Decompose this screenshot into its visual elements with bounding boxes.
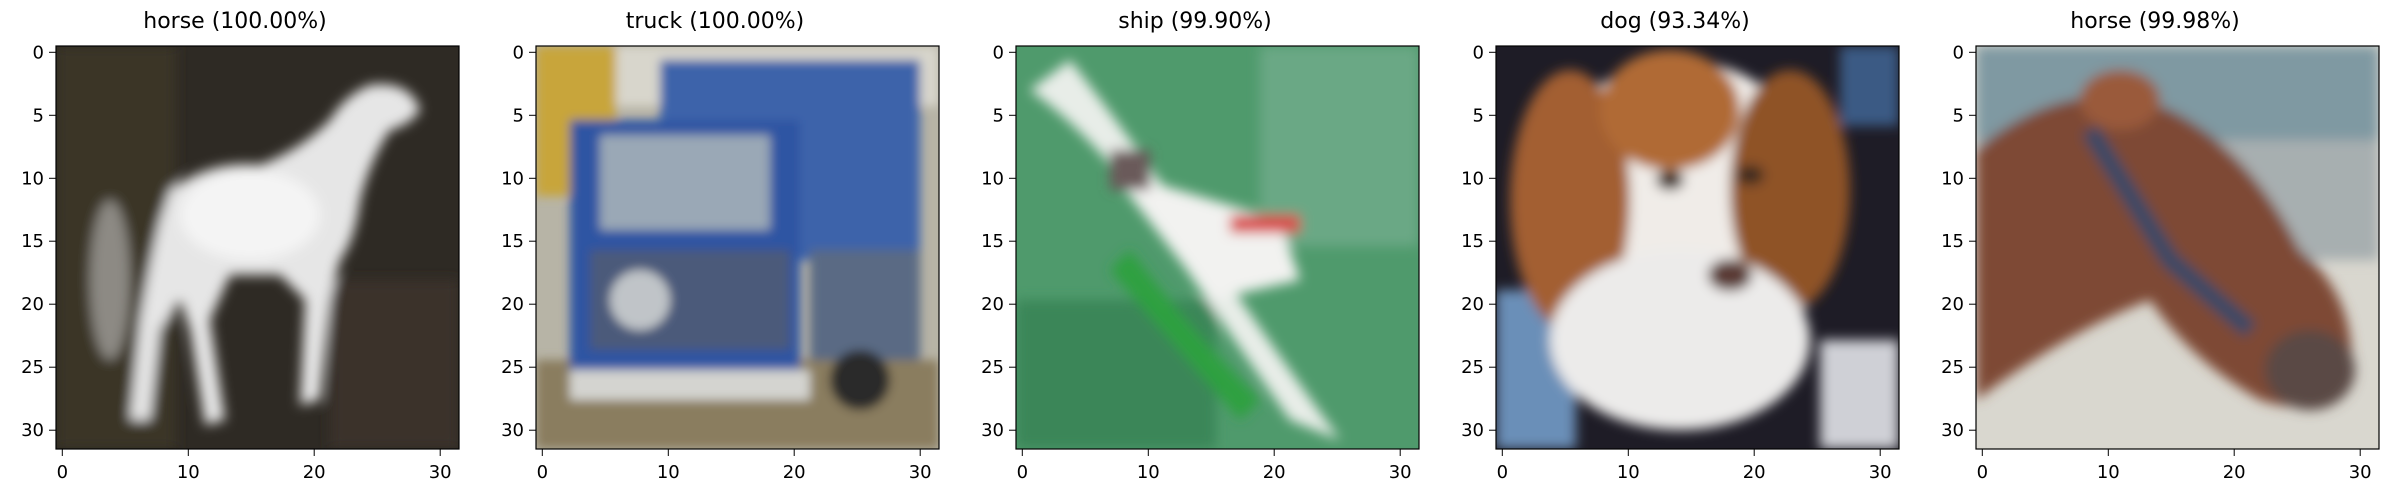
y-tick-label: 0 <box>513 42 524 63</box>
y-tick-label: 0 <box>33 42 44 63</box>
image-axes: 0 5 10 15 20 25 30 0 10 20 30 <box>1461 42 1900 483</box>
image-ship <box>1016 46 1419 449</box>
y-ticks: 0 5 10 15 20 25 30 <box>981 42 1016 441</box>
image-panel-5: horse (99.98%) 0 <box>1920 0 2390 496</box>
x-tick-label: 20 <box>303 462 326 483</box>
x-tick-label: 10 <box>177 462 200 483</box>
panel-title: horse (99.98%) <box>2070 9 2240 34</box>
x-tick-label: 10 <box>1617 462 1640 483</box>
x-tick-label: 10 <box>2097 462 2120 483</box>
y-tick-label: 25 <box>1941 357 1964 378</box>
y-ticks: 0 5 10 15 20 25 30 <box>1461 42 1496 441</box>
y-tick-label: 0 <box>993 42 1004 63</box>
image-panel-1: horse (100.00%) 0 5 <box>0 0 470 496</box>
x-tick-label: 0 <box>1977 462 1988 483</box>
y-tick-label: 5 <box>33 105 44 126</box>
y-tick-label: 25 <box>501 357 524 378</box>
x-tick-label: 30 <box>1869 462 1892 483</box>
y-tick-label: 25 <box>981 357 1004 378</box>
y-tick-label: 5 <box>1953 105 1964 126</box>
panel-title: ship (99.90%) <box>1118 9 1272 34</box>
y-tick-label: 30 <box>21 420 44 441</box>
y-tick-label: 30 <box>1941 420 1964 441</box>
y-ticks: 0 5 10 15 20 25 30 <box>21 42 56 441</box>
y-tick-label: 15 <box>1941 231 1964 252</box>
x-ticks: 0 10 20 30 <box>1977 449 2372 483</box>
panel-title: dog (93.34%) <box>1600 9 1750 34</box>
panel-title: truck (100.00%) <box>625 9 805 34</box>
x-tick-label: 30 <box>429 462 452 483</box>
y-tick-label: 20 <box>501 294 524 315</box>
y-ticks: 0 5 10 15 20 25 30 <box>1941 42 1976 441</box>
x-tick-label: 20 <box>1743 462 1766 483</box>
x-ticks: 0 10 20 30 <box>537 449 932 483</box>
image-horse-white <box>56 46 459 449</box>
y-tick-label: 20 <box>981 294 1004 315</box>
y-tick-label: 5 <box>513 105 524 126</box>
x-tick-label: 0 <box>1017 462 1028 483</box>
x-tick-label: 10 <box>1137 462 1160 483</box>
image-blue-truck <box>536 46 939 449</box>
image-axes: 0 5 10 15 20 25 30 0 10 20 30 <box>21 42 460 483</box>
y-tick-label: 0 <box>1473 42 1484 63</box>
x-tick-label: 10 <box>657 462 680 483</box>
image-dog <box>1496 46 1899 449</box>
x-tick-label: 20 <box>2223 462 2246 483</box>
y-tick-label: 10 <box>1941 168 1964 189</box>
y-tick-label: 20 <box>21 294 44 315</box>
x-ticks: 0 10 20 30 <box>57 449 452 483</box>
y-tick-label: 30 <box>1461 420 1484 441</box>
image-axes: 0 5 10 15 20 25 30 0 10 20 30 <box>501 42 940 483</box>
image-axes: 0 5 10 15 20 25 30 0 10 20 30 <box>1941 42 2380 483</box>
y-tick-label: 25 <box>1461 357 1484 378</box>
y-tick-label: 25 <box>21 357 44 378</box>
x-ticks: 0 10 20 30 <box>1017 449 1412 483</box>
panel-title: horse (100.00%) <box>143 9 327 34</box>
x-tick-label: 0 <box>537 462 548 483</box>
y-tick-label: 10 <box>981 168 1004 189</box>
image-panel-2: truck (100.00%) <box>480 0 950 496</box>
x-tick-label: 0 <box>57 462 68 483</box>
y-tick-label: 15 <box>981 231 1004 252</box>
y-tick-label: 15 <box>501 231 524 252</box>
y-tick-label: 0 <box>1953 42 1964 63</box>
y-tick-label: 5 <box>993 105 1004 126</box>
y-tick-label: 30 <box>501 420 524 441</box>
x-tick-label: 30 <box>2349 462 2372 483</box>
image-axes: 0 5 10 15 20 25 30 0 10 20 30 <box>981 42 1420 483</box>
y-tick-label: 10 <box>21 168 44 189</box>
y-tick-label: 20 <box>1461 294 1484 315</box>
x-tick-label: 20 <box>1263 462 1286 483</box>
y-tick-label: 20 <box>1941 294 1964 315</box>
y-tick-label: 15 <box>21 231 44 252</box>
y-tick-label: 10 <box>1461 168 1484 189</box>
y-tick-label: 30 <box>981 420 1004 441</box>
x-tick-label: 0 <box>1497 462 1508 483</box>
image-panel-4: dog (93.34%) <box>1440 0 1910 496</box>
x-tick-label: 20 <box>783 462 806 483</box>
y-tick-label: 10 <box>501 168 524 189</box>
image-panel-3: ship (99.90%) <box>960 0 1430 496</box>
y-ticks: 0 5 10 15 20 25 30 <box>501 42 536 441</box>
y-tick-label: 15 <box>1461 231 1484 252</box>
x-tick-label: 30 <box>1389 462 1412 483</box>
x-tick-label: 30 <box>909 462 932 483</box>
x-ticks: 0 10 20 30 <box>1497 449 1892 483</box>
image-horse-head <box>1976 46 2379 449</box>
y-tick-label: 5 <box>1473 105 1484 126</box>
